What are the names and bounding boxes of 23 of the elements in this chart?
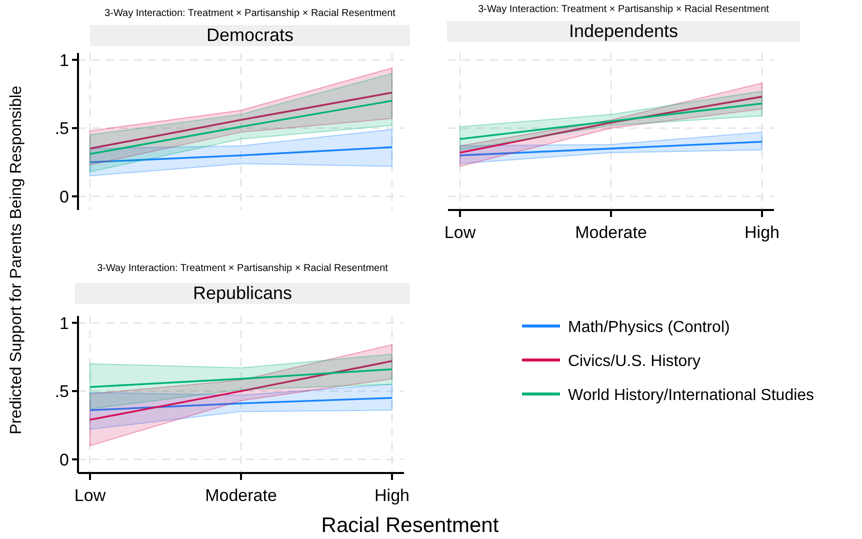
chart-title: 3-Way Interaction: Treatment × Partisanship × Racial Resentment bbox=[104, 8, 396, 19]
legend-label: Math/Physics (Control) bbox=[568, 319, 730, 336]
chart-title: 3-Way Interaction: Treatment × Partisanship × Racial Resentment bbox=[97, 263, 388, 274]
y-tick-label: .5 bbox=[54, 119, 69, 138]
chart-subtitle: Republicans bbox=[192, 283, 292, 303]
x-tick-label: Low bbox=[444, 223, 476, 242]
chart-subtitle: Democrats bbox=[206, 25, 294, 45]
x-tick-label: Moderate bbox=[205, 486, 277, 505]
legend-label: Civics/U.S. History bbox=[568, 353, 700, 370]
x-tick-label: High bbox=[744, 223, 780, 242]
chart-title: 3-Way Interaction: Treatment × Partisanship × Racial Resentment bbox=[478, 4, 770, 15]
y-tick-label: 0 bbox=[60, 450, 69, 470]
y-tick-label: 1 bbox=[60, 50, 69, 70]
x-tick-label: Moderate bbox=[575, 223, 647, 242]
y-tick-label: 1 bbox=[60, 314, 69, 333]
x-tick-label: High bbox=[374, 486, 410, 505]
x-axis-title: Racial Resentment bbox=[321, 514, 499, 537]
y-axis-title: Predicted Support for Parents Being Responsible bbox=[8, 86, 25, 434]
x-tick-label: Low bbox=[74, 486, 106, 505]
y-tick-label: 0 bbox=[60, 187, 69, 206]
y-tick-label: .5 bbox=[54, 382, 69, 402]
chart-subtitle: Independents bbox=[568, 21, 678, 41]
legend-label: World History/International Studies bbox=[568, 387, 814, 404]
